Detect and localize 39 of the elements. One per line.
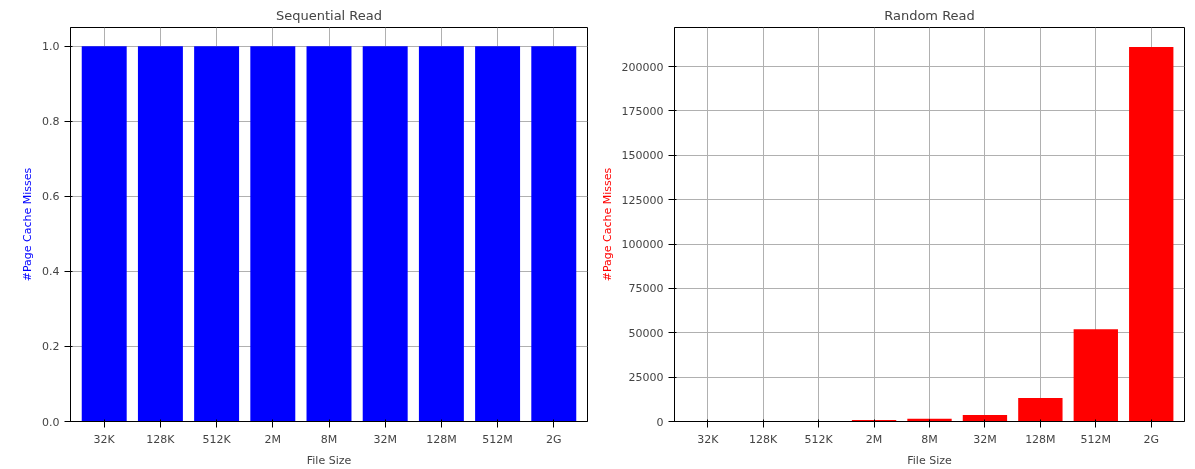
x-tick-label: 2G (1143, 432, 1160, 446)
chart-title: Random Read (884, 7, 975, 23)
y-axis-title: #Page Cache Misses (21, 167, 35, 282)
y-tick-label: 75000 (628, 282, 664, 296)
x-tick-label: 32K (93, 432, 116, 446)
x-tick-label: 128K (146, 432, 176, 446)
x-tick-label: 2M (865, 432, 883, 446)
y-tick-label: 100000 (621, 238, 664, 252)
y-tick-label: 175000 (621, 104, 664, 118)
x-tick-label: 128M (426, 432, 457, 446)
y-tick-label: 150000 (621, 149, 664, 163)
y-tick-label: 25000 (628, 371, 664, 385)
x-tick-label: 128K (749, 432, 779, 446)
x-tick-label: 32K (697, 432, 720, 446)
chart-title: Sequential Read (275, 7, 383, 23)
x-tick-label: 8M (921, 432, 938, 446)
x-tick-label: 512M (1080, 432, 1112, 446)
y-tick-label: 125000 (621, 193, 664, 207)
x-tick-label: 32M (373, 432, 397, 446)
y-tick-label: 0.4 (42, 265, 60, 279)
y-tick-label: 0.0 (42, 415, 60, 429)
x-tick-label: 512K (804, 432, 834, 446)
y-tick-label: 200000 (621, 60, 664, 74)
x-tick-label: 128M (1025, 432, 1056, 446)
x-tick-label: 32M (973, 432, 997, 446)
y-tick-label: 1.0 (42, 40, 60, 54)
x-tick-label: 8M (320, 432, 338, 446)
x-axis-title: File Size (907, 453, 952, 467)
x-tick-label: 512K (202, 432, 232, 446)
y-tick-label: 0 (656, 415, 664, 429)
y-tick-label: 0.8 (42, 115, 60, 129)
x-tick-label: 2G (546, 432, 562, 446)
y-tick-label: 0.6 (42, 190, 60, 204)
y-tick-label: 50000 (628, 326, 664, 340)
x-tick-label: 512M (482, 432, 513, 446)
x-tick-label: 2M (264, 432, 282, 446)
x-axis-title: File Size (306, 453, 352, 467)
y-tick-label: 0.2 (42, 340, 60, 354)
y-axis-title: #Page Cache Misses (600, 167, 614, 282)
